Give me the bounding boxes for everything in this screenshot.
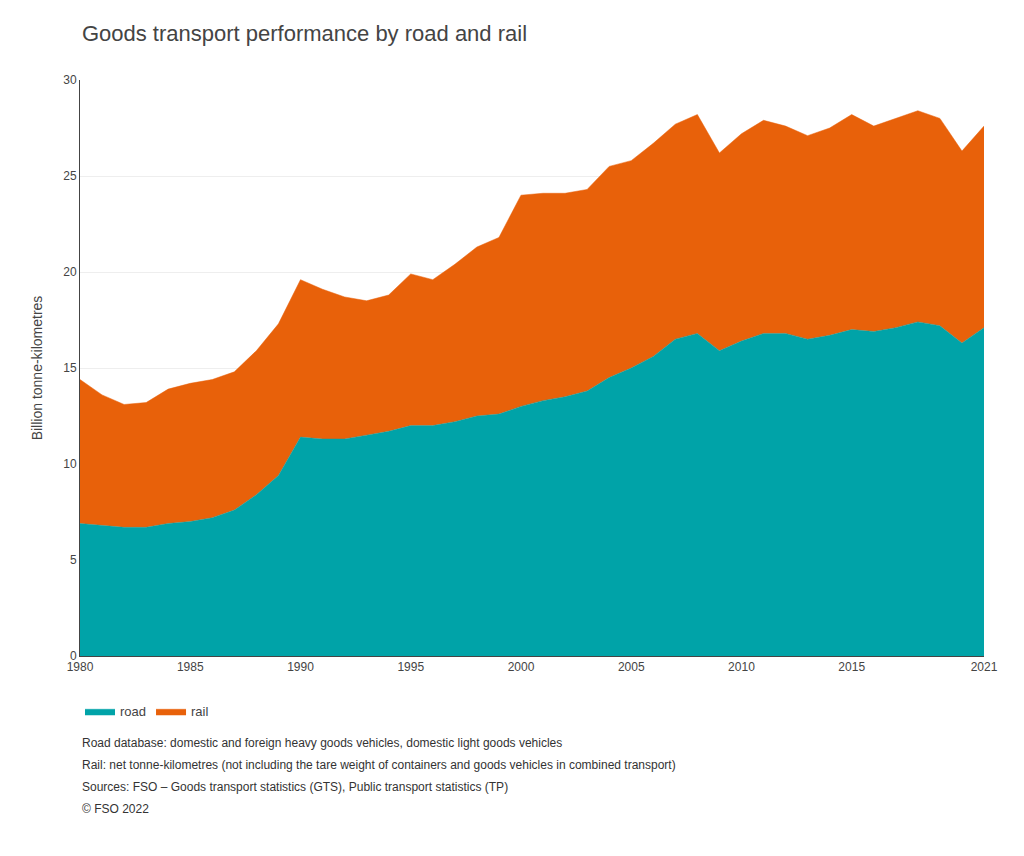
svg-text:20: 20 [63, 265, 77, 279]
svg-text:Road database: domestic and fo: Road database: domestic and foreign heav… [82, 736, 562, 750]
svg-text:10: 10 [63, 457, 77, 471]
svg-text:2015: 2015 [838, 660, 865, 674]
svg-text:rail: rail [191, 704, 208, 719]
svg-text:15: 15 [63, 361, 77, 375]
svg-text:2010: 2010 [728, 660, 755, 674]
svg-text:5: 5 [70, 553, 77, 567]
svg-text:© FSO 2022: © FSO 2022 [82, 802, 149, 816]
svg-text:0: 0 [70, 649, 77, 663]
svg-text:road: road [120, 704, 146, 719]
svg-text:30: 30 [63, 73, 77, 87]
svg-text:1985: 1985 [177, 660, 204, 674]
svg-text:Sources: FSO – Goods transport: Sources: FSO – Goods transport statistic… [82, 780, 508, 794]
svg-text:Rail: net tonne-kilometres (no: Rail: net tonne-kilometres (not includin… [82, 758, 676, 772]
svg-text:2021: 2021 [971, 660, 998, 674]
svg-text:2000: 2000 [508, 660, 535, 674]
svg-text:Goods transport performance by: Goods transport performance by road and … [82, 21, 527, 46]
svg-text:Billion tonne-kilometres: Billion tonne-kilometres [29, 296, 45, 441]
svg-text:2005: 2005 [618, 660, 645, 674]
svg-text:1980: 1980 [67, 660, 94, 674]
svg-text:25: 25 [63, 169, 77, 183]
svg-text:1995: 1995 [397, 660, 424, 674]
svg-text:1990: 1990 [287, 660, 314, 674]
